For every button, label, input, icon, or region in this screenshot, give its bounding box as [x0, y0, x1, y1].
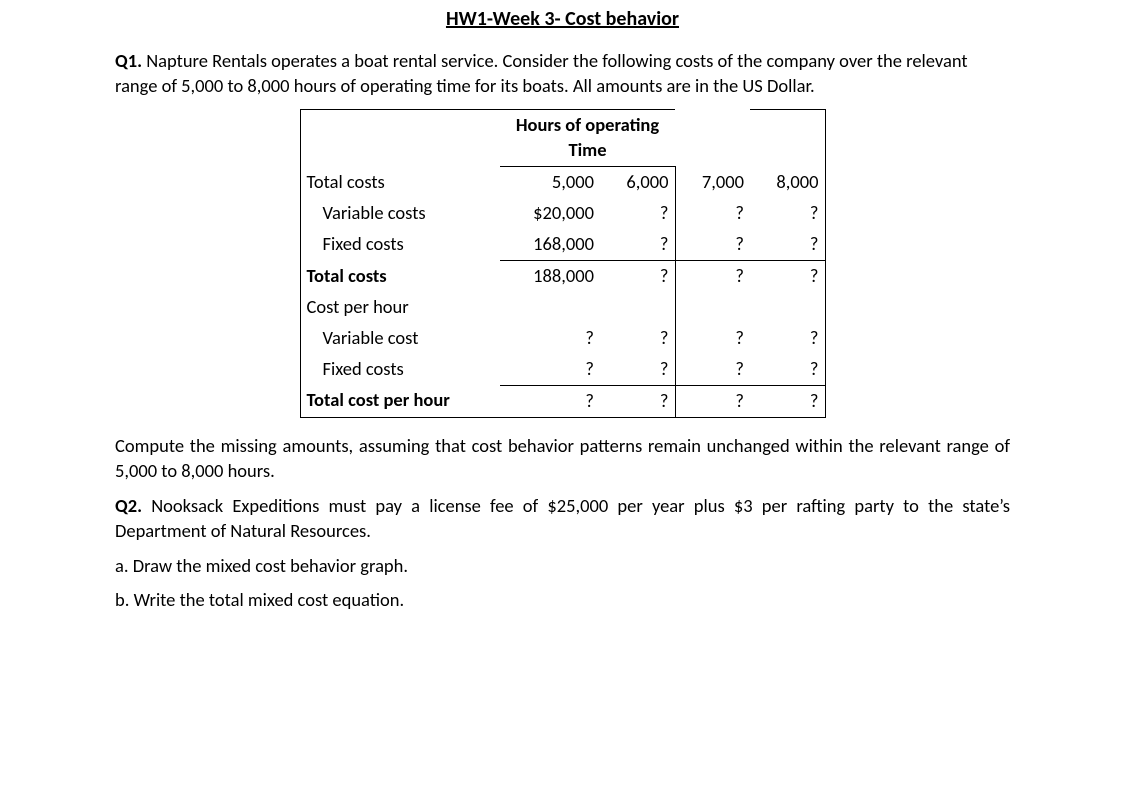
q2-text: Nooksack Expeditions must pay a license …: [115, 494, 1010, 542]
cost-table: Hours of operating Time Total costs 5,00…: [300, 109, 826, 418]
q2-b: b. Write the total mixed cost equation.: [115, 588, 1010, 613]
cell-label: Variable costs: [300, 198, 500, 229]
header-span: Hours of operating Time: [500, 109, 675, 166]
page: HW1-Week 3- Cost behavior Q1. Napture Re…: [0, 0, 1125, 797]
header-blank-7: [675, 109, 750, 166]
row-variable-costs: Variable costs $20,000 ? ? ?: [300, 198, 825, 229]
cell-6000: [600, 292, 675, 323]
cell-6000: ?: [600, 354, 675, 385]
cost-table-wrap: Hours of operating Time Total costs 5,00…: [115, 109, 1010, 418]
row-total-costs: Total costs 188,000 ? ? ?: [300, 260, 825, 291]
cell-label: Cost per hour: [300, 292, 500, 323]
cell-8000: 8,000: [750, 166, 825, 197]
cell-7000: ?: [675, 385, 750, 417]
cell-5000: 188,000: [500, 260, 600, 291]
cell-5000: 5,000: [500, 166, 600, 197]
cell-6000: 6,000: [600, 166, 675, 197]
q2-paragraph: Q2. Nooksack Expeditions must pay a lice…: [115, 494, 1010, 544]
q1-paragraph: Q1. Napture Rentals operates a boat rent…: [115, 49, 1010, 99]
cell-5000: ?: [500, 354, 600, 385]
q1-label: Q1.: [115, 49, 142, 72]
cell-7000: ?: [675, 229, 750, 260]
cell-label: Fixed costs: [300, 229, 500, 260]
cell-5000: [500, 292, 600, 323]
cell-7000: ?: [675, 323, 750, 354]
q2-a: a. Draw the mixed cost behavior graph.: [115, 554, 1010, 579]
cell-6000: ?: [600, 198, 675, 229]
row-cost-per-hour: Cost per hour: [300, 292, 825, 323]
cell-6000: ?: [600, 260, 675, 291]
cell-8000: ?: [750, 385, 825, 417]
cell-8000: ?: [750, 323, 825, 354]
cell-7000: [675, 292, 750, 323]
row-variable-cost-per: Variable cost ? ? ? ?: [300, 323, 825, 354]
header-blank: [300, 109, 500, 166]
cell-6000: ?: [600, 385, 675, 417]
page-title: HW1-Week 3- Cost behavior: [115, 0, 1010, 47]
cell-8000: ?: [750, 198, 825, 229]
row-total-costs-header: Total costs 5,000 6,000 7,000 8,000: [300, 166, 825, 197]
cell-8000: ?: [750, 229, 825, 260]
cell-5000: ?: [500, 385, 600, 417]
table-header-row: Hours of operating Time: [300, 109, 825, 166]
cell-7000: 7,000: [675, 166, 750, 197]
cell-label: Total cost per hour: [300, 385, 500, 417]
cell-5000: $20,000: [500, 198, 600, 229]
cell-5000: 168,000: [500, 229, 600, 260]
q1-text: Napture Rentals operates a boat rental s…: [115, 49, 968, 97]
cell-5000: ?: [500, 323, 600, 354]
cell-7000: ?: [675, 354, 750, 385]
cell-8000: [750, 292, 825, 323]
cell-6000: ?: [600, 229, 675, 260]
cell-8000: ?: [750, 260, 825, 291]
cell-label: Fixed costs: [300, 354, 500, 385]
row-fixed-costs: Fixed costs 168,000 ? ? ?: [300, 229, 825, 260]
row-fixed-costs-per: Fixed costs ? ? ? ?: [300, 354, 825, 385]
cell-label: Variable cost: [300, 323, 500, 354]
cell-label: Total costs: [300, 260, 500, 291]
q1-instruction: Compute the missing amounts, assuming th…: [115, 434, 1010, 484]
cell-8000: ?: [750, 354, 825, 385]
cell-label: Total costs: [300, 166, 500, 197]
row-total-cost-per-hour: Total cost per hour ? ? ? ?: [300, 385, 825, 417]
q2-label: Q2.: [115, 494, 142, 517]
cell-7000: ?: [675, 260, 750, 291]
cell-7000: ?: [675, 198, 750, 229]
cell-6000: ?: [600, 323, 675, 354]
header-blank-8: [750, 109, 825, 166]
